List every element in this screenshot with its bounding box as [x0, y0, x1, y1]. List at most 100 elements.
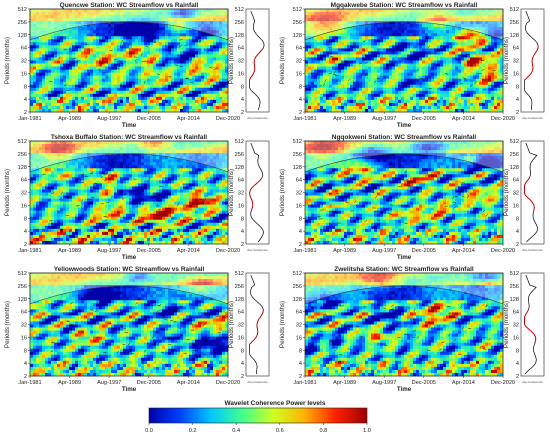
phase-arrows: [44, 39, 218, 92]
x-tick-label: Apr-2014: [452, 380, 475, 386]
side-y-tick-label: 2: [516, 374, 519, 380]
side-y-tick-label: 256: [510, 152, 519, 158]
side-y-tick-label: 128: [235, 165, 244, 171]
y-tick-label: 512: [18, 7, 27, 13]
x-tick-label: Jan-1981: [293, 116, 316, 122]
wc-panel-yellowwoods: Yellowwoods Station: WC Streamflow vs Ra…: [0, 264, 275, 406]
coherence-heatmap: [305, 9, 504, 113]
side-y-tick-label: 256: [510, 20, 519, 26]
side-y-tick-label: 8: [241, 216, 244, 222]
wc-panel-ngqokweni: Ngqokweni Station: WC Streamflow vs Rain…: [275, 132, 550, 274]
coherence-heatmap: [305, 141, 504, 245]
y-tick-label: 8: [24, 84, 27, 90]
side-y-tick-label: 32: [238, 59, 244, 65]
side-y-axis-label: Periods (months): [503, 169, 510, 216]
side-y-tick-label: 512: [510, 271, 519, 277]
side-y-tick-label: 32: [238, 191, 244, 197]
side-y-axis-label: Periods (months): [228, 37, 235, 84]
side-y-tick-label: 8: [241, 348, 244, 354]
colorbar-title: Wavelet Coherence Power levels: [225, 400, 326, 407]
x-tick-label: Dec-2005: [412, 248, 436, 254]
y-tick-label: 128: [18, 33, 27, 39]
side-y-tick-label: 4: [241, 361, 244, 367]
y-tick-label: 8: [24, 216, 27, 222]
y-tick-label: 64: [21, 46, 27, 52]
y-tick-label: 4: [299, 97, 302, 103]
wc-chart-svg: Zwelitsha Station: WC Streamflow vs Rain…: [279, 266, 545, 393]
side-y-axis-label: Periods (months): [228, 301, 235, 348]
panel-title: Tshoxa Buffalo Station: WC Streamflow vs…: [51, 134, 207, 141]
side-x-axis-label: Ave Coherence: [247, 248, 268, 252]
y-axis-label: Periods (months): [279, 37, 286, 84]
avg-coherence-frame: [245, 272, 270, 377]
side-y-tick-label: 2: [241, 374, 244, 380]
side-y-tick-label: 128: [510, 33, 519, 39]
phase-arrows: [319, 303, 491, 356]
x-tick-label: Dec-2020: [491, 116, 515, 122]
side-y-tick-label: 256: [235, 284, 244, 290]
side-y-tick-label: 64: [238, 310, 244, 316]
y-tick-label: 256: [18, 284, 27, 290]
side-y-tick-label: 16: [513, 335, 519, 341]
x-tick-label: Jan-1981: [18, 116, 41, 122]
side-y-tick-label: 256: [235, 152, 244, 158]
y-tick-label: 512: [293, 7, 302, 13]
avg-coherence-frame: [245, 8, 270, 113]
side-y-tick-label: 32: [513, 323, 519, 329]
x-tick-label: Jan-1981: [18, 248, 41, 254]
side-y-tick-label: 4: [241, 97, 244, 103]
y-tick-label: 256: [18, 152, 27, 158]
y-tick-label: 512: [18, 271, 27, 277]
side-x-axis-label: Ave Coherence: [247, 116, 268, 120]
y-tick-label: 256: [293, 20, 302, 26]
side-y-tick-label: 128: [510, 165, 519, 171]
side-y-tick-label: 512: [235, 139, 244, 145]
y-tick-label: 2: [299, 374, 302, 380]
y-tick-label: 16: [296, 71, 302, 77]
y-tick-label: 16: [21, 71, 27, 77]
y-axis-label: Periods (months): [4, 169, 11, 216]
y-tick-label: 512: [293, 271, 302, 277]
y-tick-label: 128: [293, 33, 302, 39]
avg-coherence-significant: [524, 309, 537, 345]
side-y-tick-label: 64: [513, 310, 519, 316]
x-tick-label: Dec-2005: [137, 380, 161, 386]
y-tick-label: 16: [296, 335, 302, 341]
y-tick-label: 4: [299, 361, 302, 367]
y-tick-label: 32: [21, 59, 27, 65]
panel-title: Ngqokweni Station: WC Streamflow vs Rain…: [332, 134, 477, 141]
side-y-axis-label: Periods (months): [503, 37, 510, 84]
side-y-tick-label: 512: [510, 139, 519, 145]
colorbar-ticks: 0.0 0.2 0.4 0.6 0.8 1.0: [145, 423, 371, 434]
x-axis-label: Time: [397, 122, 412, 129]
x-tick-label: Apr-1989: [58, 380, 81, 386]
side-y-tick-label: 4: [516, 361, 519, 367]
avg-coherence-significant: [524, 45, 539, 81]
y-tick-label: 64: [296, 178, 302, 184]
x-tick-label: Dec-2020: [216, 248, 240, 254]
x-tick-label: Aug-1997: [372, 380, 396, 386]
avg-coherence-significant: [249, 309, 264, 345]
x-axis-label: Time: [397, 386, 412, 393]
coherence-heatmap: [30, 273, 229, 377]
y-tick-label: 256: [293, 284, 302, 290]
x-tick-label: Apr-2014: [177, 380, 200, 386]
x-axis-label: Time: [122, 386, 137, 393]
side-y-tick-label: 2: [516, 242, 519, 248]
y-tick-label: 128: [293, 165, 302, 171]
side-y-tick-label: 2: [241, 110, 244, 116]
colorbar-tick-label: 0.0: [145, 428, 153, 434]
phase-arrows: [48, 302, 221, 356]
y-axis-label: Periods (months): [4, 37, 11, 84]
wc-panel-tshoxa-buffalo: Tshoxa Buffalo Station: WC Streamflow vs…: [0, 132, 275, 274]
y-tick-label: 4: [299, 229, 302, 235]
y-tick-label: 4: [24, 361, 27, 367]
side-y-tick-label: 16: [238, 335, 244, 341]
y-tick-label: 32: [296, 191, 302, 197]
side-y-tick-label: 128: [235, 33, 244, 39]
wc-chart-svg: Quencwe Station: WC Streamflow vs Rainfa…: [4, 2, 270, 129]
y-tick-label: 64: [21, 178, 27, 184]
x-tick-label: Aug-1997: [97, 248, 121, 254]
y-tick-label: 8: [299, 216, 302, 222]
side-y-tick-label: 2: [516, 110, 519, 116]
